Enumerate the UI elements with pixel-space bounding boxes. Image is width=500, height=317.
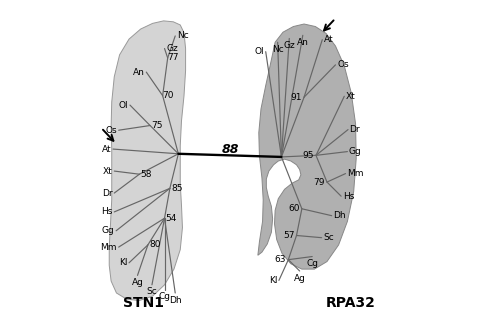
- Text: Hs: Hs: [102, 207, 112, 217]
- Text: At: At: [102, 145, 112, 153]
- Text: 77: 77: [168, 54, 179, 62]
- Text: Ag: Ag: [294, 274, 306, 282]
- Text: Gz: Gz: [284, 41, 295, 50]
- Text: Nc: Nc: [272, 45, 283, 54]
- Text: 75: 75: [151, 121, 162, 130]
- Text: Os: Os: [106, 126, 117, 135]
- Text: 54: 54: [166, 214, 177, 223]
- Text: 88: 88: [222, 143, 240, 156]
- Text: At: At: [324, 35, 334, 44]
- Text: 79: 79: [314, 178, 325, 187]
- Text: Sc: Sc: [323, 233, 334, 242]
- Polygon shape: [109, 21, 186, 301]
- Text: Ol: Ol: [254, 47, 264, 56]
- Text: Xt: Xt: [103, 166, 113, 176]
- Text: Xt: Xt: [346, 92, 356, 101]
- Text: 91: 91: [290, 93, 302, 102]
- Text: Dr: Dr: [102, 189, 113, 197]
- Text: Cg: Cg: [158, 292, 170, 301]
- Text: Cg: Cg: [306, 259, 318, 268]
- Text: An: An: [133, 68, 144, 77]
- Text: STN1: STN1: [122, 296, 164, 310]
- Text: Nc: Nc: [177, 31, 188, 41]
- Text: Ag: Ag: [132, 278, 143, 287]
- Text: Dh: Dh: [334, 211, 346, 220]
- Text: Os: Os: [337, 60, 348, 69]
- Text: Mm: Mm: [100, 243, 117, 252]
- Text: Gz: Gz: [166, 44, 178, 53]
- Polygon shape: [258, 24, 356, 269]
- Text: Kl: Kl: [269, 276, 278, 285]
- Text: Kl: Kl: [119, 258, 128, 267]
- Text: 63: 63: [274, 255, 286, 264]
- Text: Dr: Dr: [350, 125, 360, 134]
- Text: 60: 60: [288, 204, 300, 213]
- Text: 95: 95: [302, 151, 314, 160]
- Text: 70: 70: [162, 91, 174, 100]
- Text: 57: 57: [283, 231, 294, 240]
- Text: An: An: [297, 38, 308, 47]
- Text: 85: 85: [171, 184, 182, 193]
- Text: Mm: Mm: [347, 169, 364, 178]
- Text: Sc: Sc: [146, 287, 158, 296]
- Text: Gg: Gg: [349, 147, 362, 156]
- Text: 58: 58: [140, 170, 152, 179]
- Text: RPA32: RPA32: [326, 296, 376, 310]
- Text: Hs: Hs: [342, 192, 354, 201]
- Text: Ol: Ol: [119, 100, 128, 110]
- Text: Dh: Dh: [169, 295, 181, 305]
- Text: Gg: Gg: [102, 226, 115, 235]
- Text: 80: 80: [149, 240, 160, 249]
